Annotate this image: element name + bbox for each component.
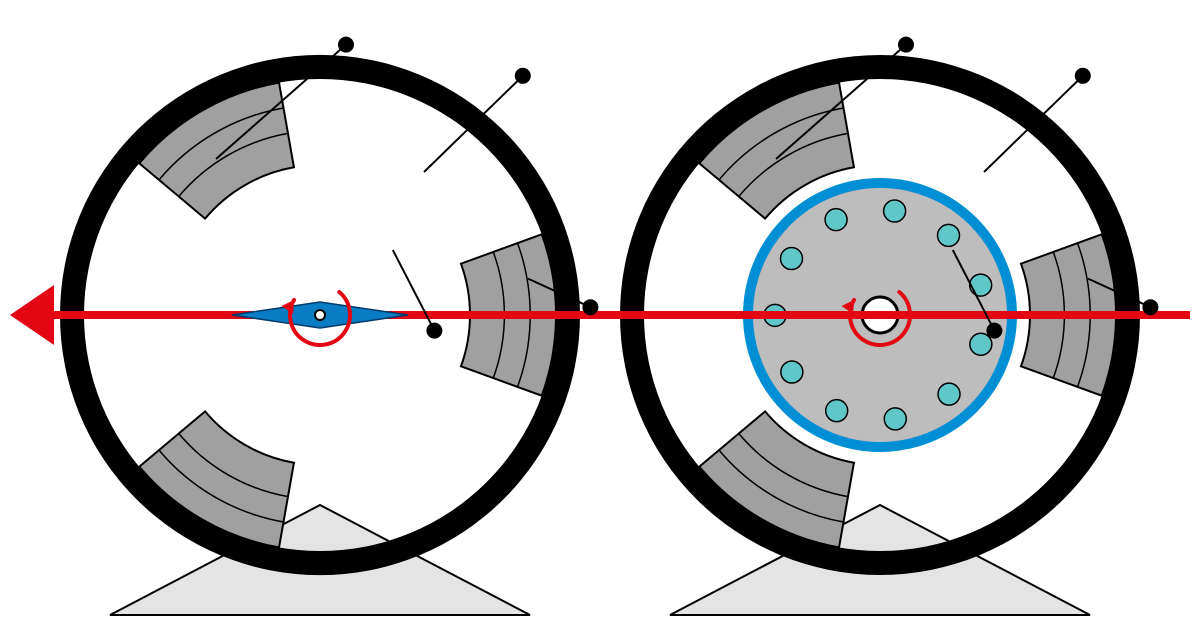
leader-dot — [582, 299, 598, 315]
squirrel-cage-bar — [780, 248, 802, 270]
stator-pole — [139, 83, 294, 219]
squirrel-cage-bar — [826, 400, 848, 422]
leader-dot — [986, 323, 1002, 339]
squirrel-cage-bar — [970, 333, 992, 355]
leader-dot — [1075, 68, 1091, 84]
leader-dot — [338, 37, 354, 53]
squirrel-cage-bar — [825, 209, 847, 231]
stator-pole — [139, 411, 294, 547]
squirrel-cage-bar — [781, 361, 803, 383]
squirrel-cage-bar — [938, 383, 960, 405]
squirrel-cage-bar — [970, 274, 992, 296]
squirrel-cage-bar — [938, 224, 960, 246]
leader-dot — [515, 68, 531, 84]
squirrel-cage-bar — [884, 408, 906, 430]
leader-dot — [426, 323, 442, 339]
sync-rotor-hub — [315, 310, 325, 320]
field-arrow-head — [10, 285, 54, 345]
leader-dot — [898, 37, 914, 53]
leader-dot — [1142, 299, 1158, 315]
diagram-canvas — [0, 0, 1200, 630]
squirrel-cage-bar — [884, 200, 906, 222]
